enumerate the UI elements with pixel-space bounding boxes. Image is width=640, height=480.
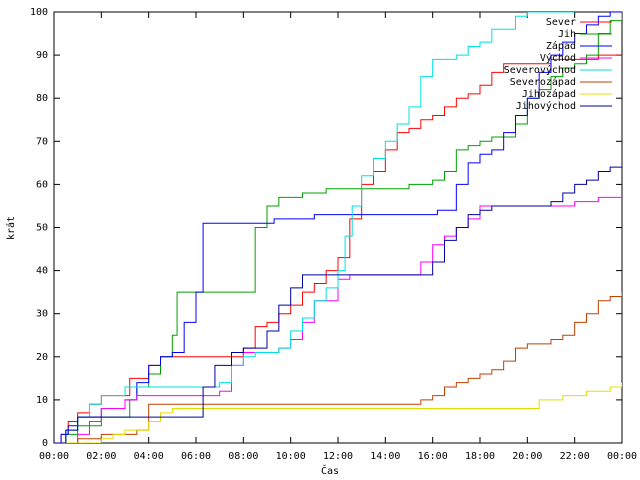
x-tick-label: 08:00 (228, 451, 258, 462)
y-tick-label: 0 (42, 438, 48, 449)
legend-label: Jihozápad (522, 88, 576, 100)
legend-label: Sever (546, 17, 576, 28)
series-layer (54, 12, 622, 443)
legend-label: Jihovýchod (516, 100, 576, 112)
y-tick-label: 40 (36, 266, 48, 277)
y-tick-label: 90 (36, 50, 48, 61)
x-tick-label: 06:00 (181, 451, 211, 462)
x-tick-label: 10:00 (276, 451, 306, 462)
legend: SeverJihZápadVýchodSeverovýchodSeverozáp… (504, 17, 612, 112)
x-tick-label: 14:00 (370, 451, 400, 462)
series-line-4 (54, 12, 575, 443)
x-tick-label: 02:00 (86, 451, 116, 462)
x-axis-label: Čas (321, 464, 339, 477)
x-tick-label: 12:00 (323, 451, 353, 462)
y-tick-label: 60 (36, 179, 48, 190)
legend-label: Severozápad (510, 76, 576, 88)
y-axis-ticks: 0 10 20 30 40 50 60 70 80 90 100 (30, 7, 622, 449)
x-tick-label: 16:00 (418, 451, 448, 462)
series-line-1 (54, 12, 622, 443)
y-tick-label: 10 (36, 395, 48, 406)
x-tick-label: 00:00 (39, 451, 69, 462)
y-tick-label: 20 (36, 352, 48, 363)
series-line-2 (54, 12, 622, 443)
legend-label: Západ (546, 40, 576, 52)
y-tick-label: 50 (36, 223, 48, 234)
series-line-7 (54, 158, 622, 443)
y-tick-label: 70 (36, 136, 48, 147)
x-axis-ticks: 00:00 02:00 04:00 06:00 08:00 10:00 12:00 14:00… (39, 12, 637, 462)
x-tick-label: 04:00 (134, 451, 164, 462)
y-axis-label: krát (5, 216, 17, 240)
y-tick-label: 30 (36, 309, 48, 320)
x-tick-label: 00:00 (607, 451, 637, 462)
series-line-0 (54, 54, 622, 443)
legend-label: Východ (540, 52, 576, 64)
legend-label: Severovýchod (504, 64, 576, 76)
legend-label: Jih (558, 29, 576, 40)
x-tick-label: 22:00 (560, 451, 590, 462)
y-tick-label: 100 (30, 7, 48, 18)
x-tick-label: 20:00 (512, 451, 542, 462)
y-tick-label: 80 (36, 93, 48, 104)
x-tick-label: 18:00 (465, 451, 495, 462)
series-line-6 (54, 382, 622, 443)
